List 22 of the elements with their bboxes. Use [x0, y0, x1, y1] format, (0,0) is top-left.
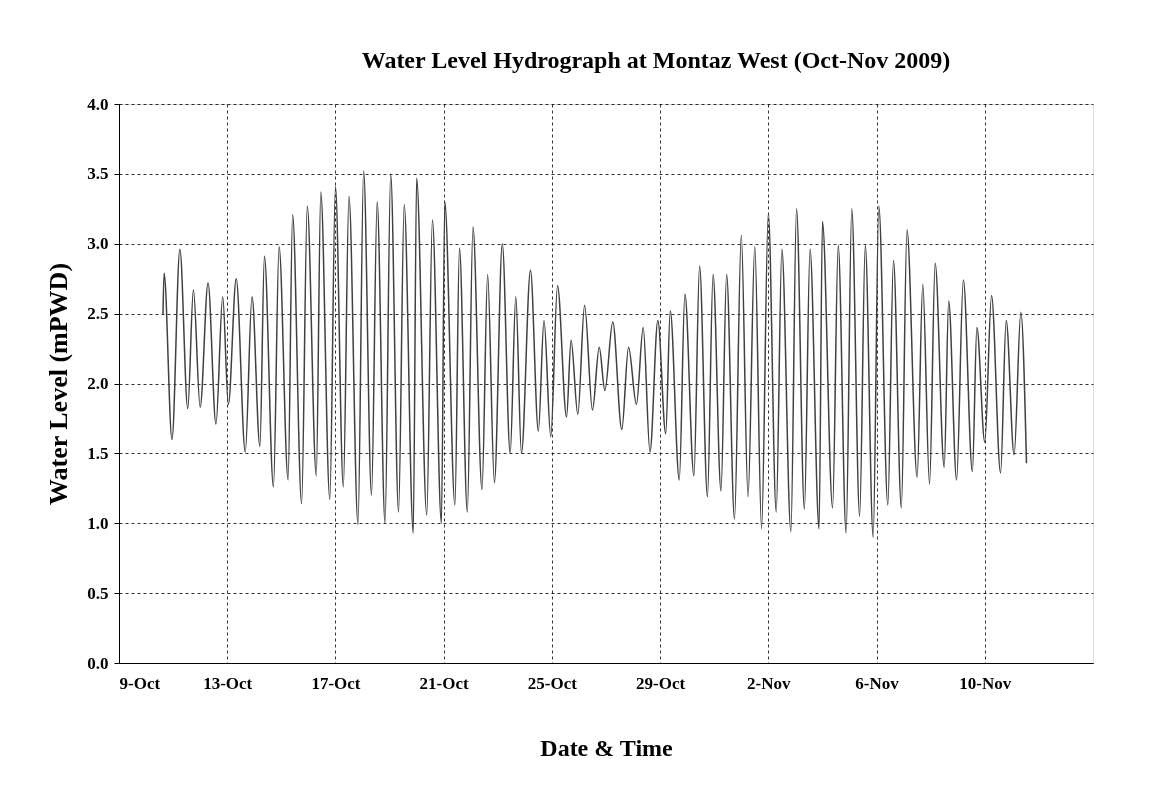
x-tick-label: 17-Oct: [311, 673, 361, 693]
y-tick-label: 2.0: [87, 374, 109, 393]
y-tick-label: 2.5: [87, 304, 109, 324]
y-tick-label: 3.0: [87, 234, 109, 254]
y-tick-label: 4.0: [87, 94, 109, 114]
y-tick-label: 1.5: [87, 443, 109, 463]
x-tick-label: 25-Oct: [527, 673, 578, 693]
chart-title: Water Level Hydrograph at Montaz West (Oct-Nov 2009): [361, 47, 951, 73]
x-tick-label: 2-Nov: [747, 673, 792, 693]
x-tick-label: 13-Oct: [203, 673, 253, 693]
x-tick-label: 10-Nov: [959, 673, 1012, 693]
x-tick-label: 9-Oct: [119, 673, 161, 693]
y-tick-label: 1.0: [87, 513, 109, 533]
y-tick-label: 0.0: [87, 653, 109, 673]
y-tick-label: 3.5: [87, 164, 109, 184]
y-tick-label: 0.5: [87, 583, 109, 603]
line-series: [162, 170, 1028, 538]
x-tick-label: 6-Nov: [855, 673, 900, 693]
x-tick-label: 21-Oct: [419, 673, 470, 693]
x-tick-label: 29-Oct: [636, 673, 686, 693]
y-axis-title: Water Level (mPWD): [44, 262, 74, 506]
x-axis-title: Date & Time: [540, 734, 674, 761]
